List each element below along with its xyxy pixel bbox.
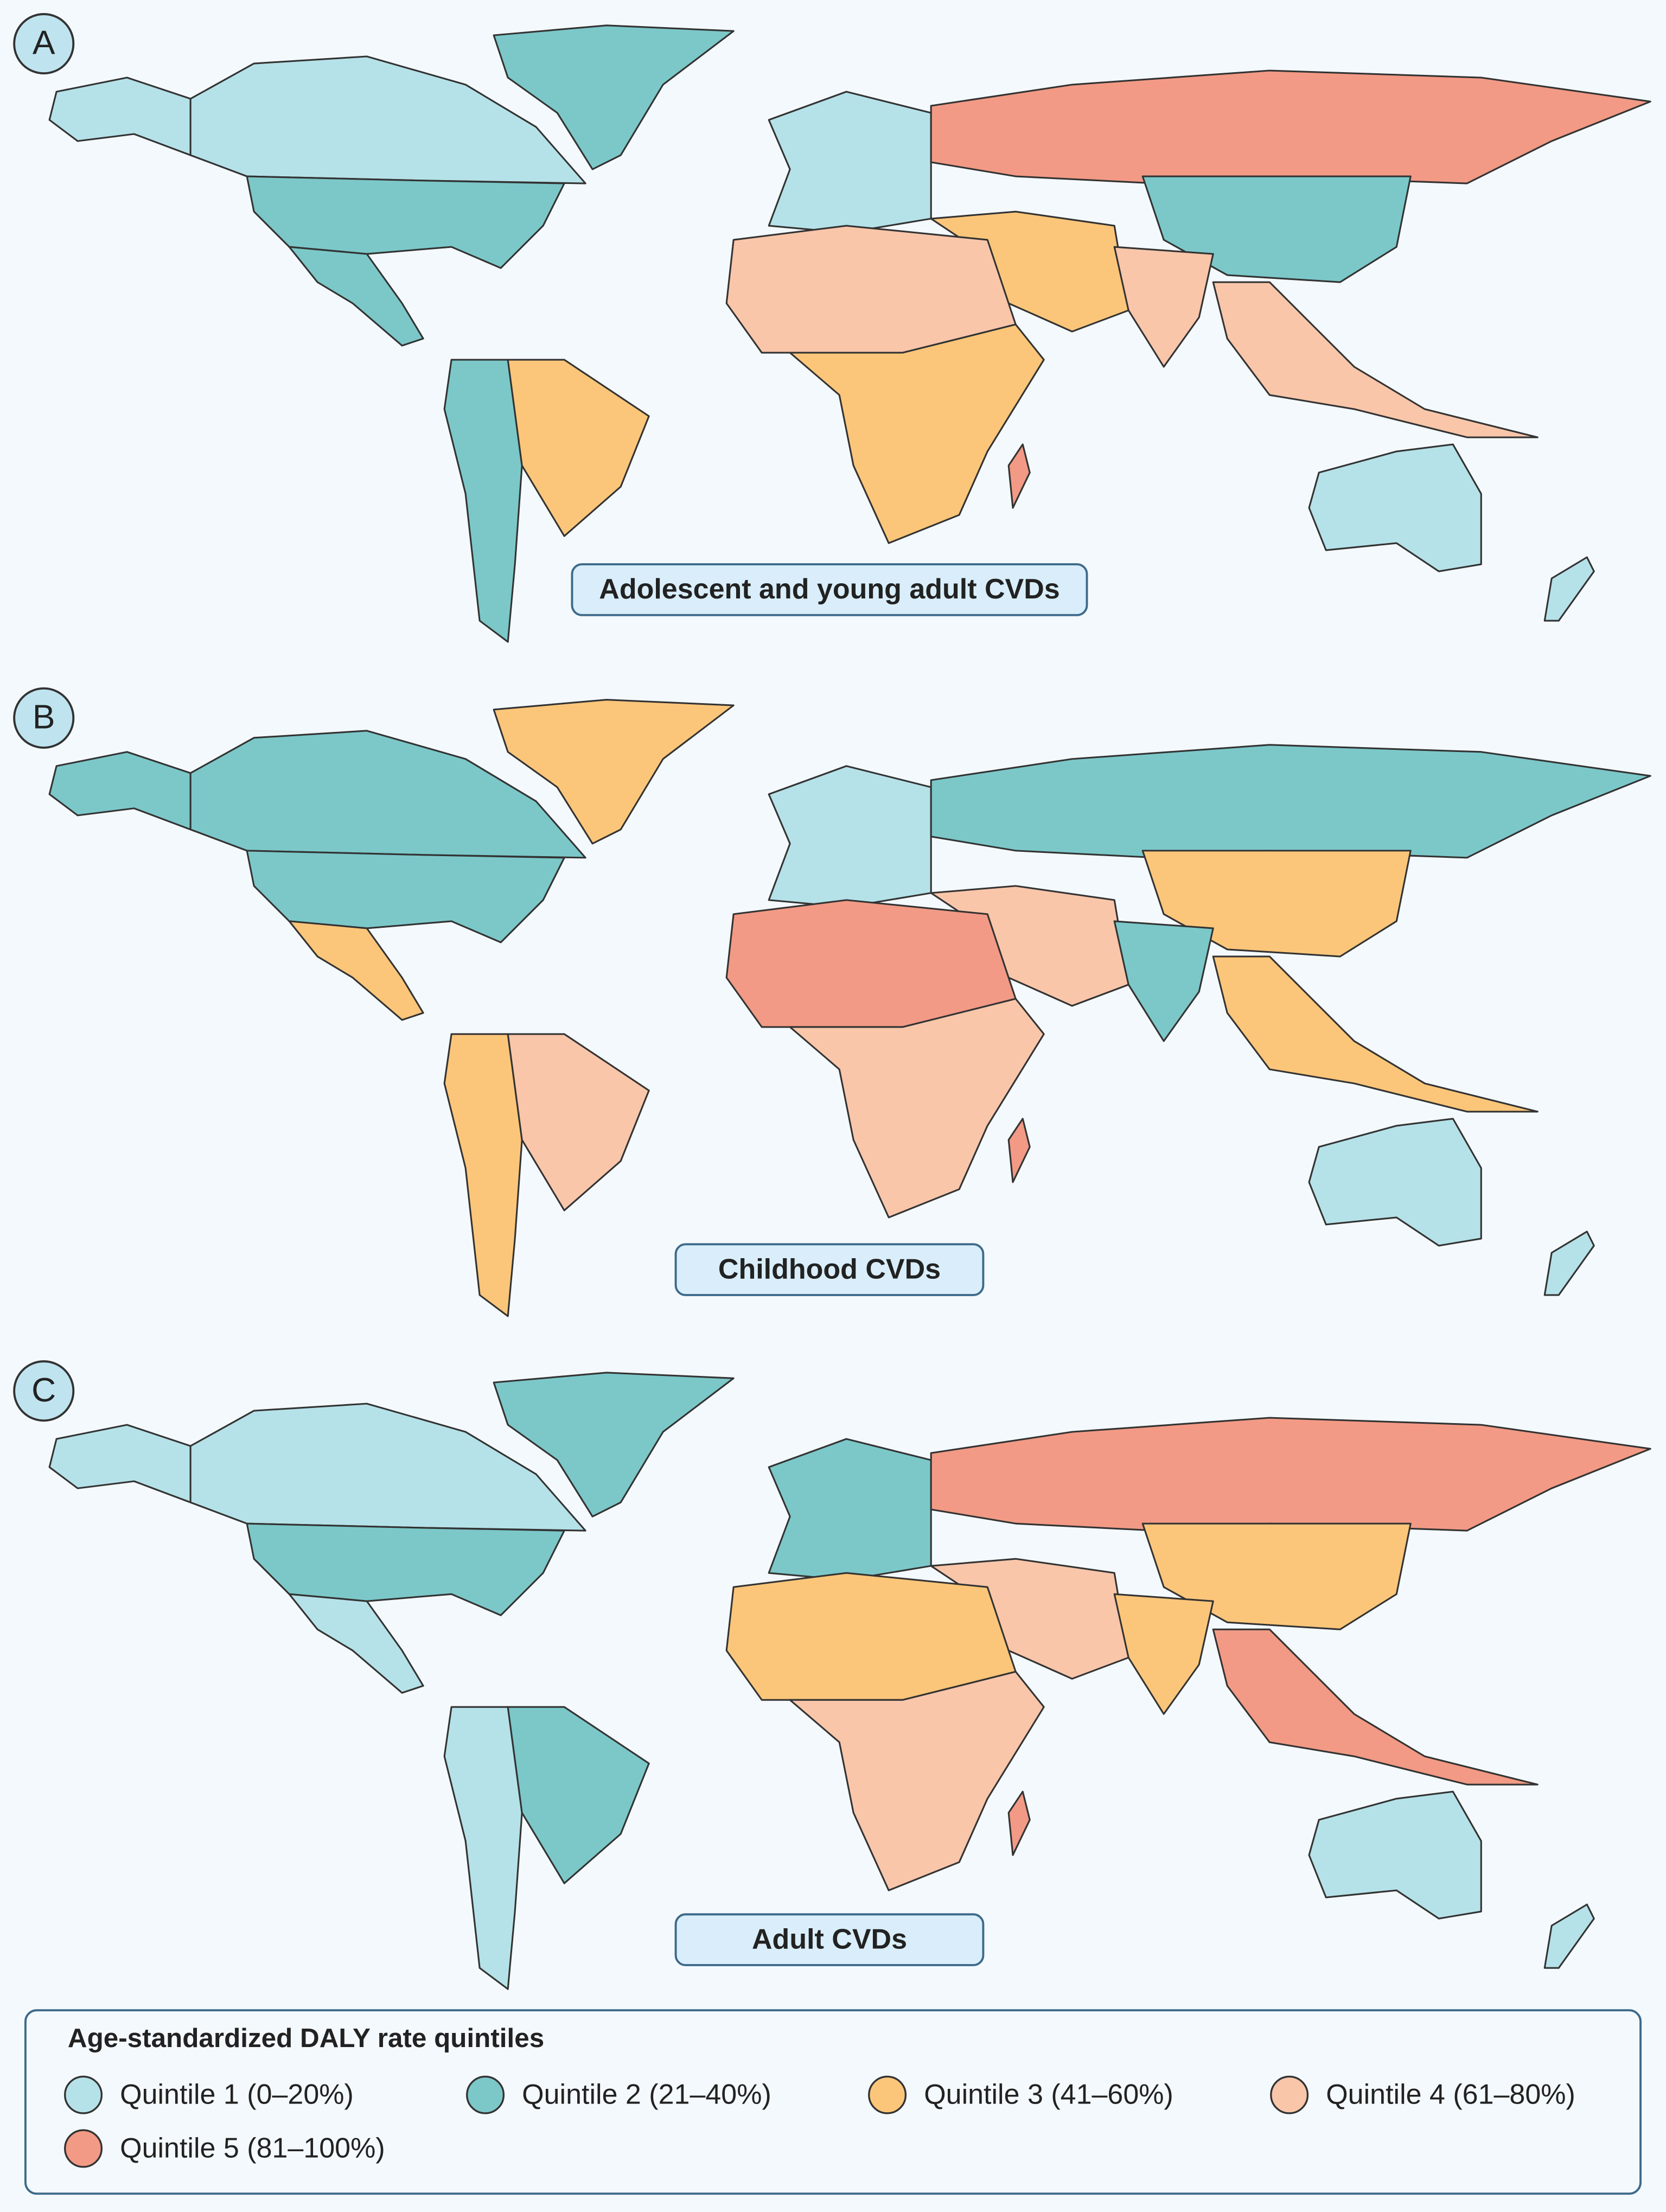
south-africa [789,1671,1045,1891]
russia [930,744,1651,859]
southeast-asia [1212,1628,1539,1786]
map-panel: A Adolescent and young adult CVDs [13,13,1651,643]
mexico [288,1593,424,1694]
canada [189,1403,586,1532]
australia [1308,443,1482,572]
panel-title: Adult CVDs [752,1924,907,1955]
north-africa [725,1572,1017,1701]
usa [246,850,565,944]
north-africa [725,899,1017,1028]
south-america-east [507,1033,650,1212]
panel-title: Adolescent and young adult CVDs [599,573,1059,605]
greenland [493,699,735,845]
alaska [48,77,192,156]
north-africa [725,225,1017,354]
madagascar [1007,1118,1031,1183]
alaska [48,1424,192,1503]
legend-box [24,2009,1642,2195]
southeast-asia [1212,281,1539,438]
panel-title-box [674,1243,985,1296]
legend-swatch [64,2075,103,2114]
south-america-east [507,359,650,537]
map-panel: B Childhood CVDs [13,687,1651,1317]
russia [930,1417,1651,1532]
panel-letter: C [31,1372,56,1409]
panel-letter: A [33,24,55,62]
panel-badge [13,1360,75,1422]
india [1113,246,1214,368]
europe [768,91,932,234]
australia [1308,1790,1482,1920]
legend-label: Quintile 5 (81–100%) [120,2132,385,2164]
legend-label: Quintile 2 (21–40%) [522,2079,771,2111]
panel-letter: B [33,699,55,736]
mexico [288,920,424,1021]
map-panel: C Adult CVDs [13,1360,1651,1990]
legend-title: Age-standardized DALY rate quintiles [68,2023,544,2053]
south-africa [789,998,1045,1219]
legend-label: Quintile 4 (61–80%) [1326,2079,1575,2111]
legend-label: Quintile 3 (41–60%) [924,2079,1173,2111]
legend-swatch [1270,2075,1309,2114]
legend-swatch [64,2129,103,2168]
canada [189,730,586,859]
panel-title-box [674,1913,985,1966]
new-zealand [1543,556,1595,622]
australia [1308,1118,1482,1247]
greenland [493,24,735,170]
legend-swatch [466,2075,505,2114]
legend-swatch [868,2075,907,2114]
russia [930,69,1651,184]
mexico [288,246,424,347]
south-africa [789,323,1045,544]
canada [189,55,586,184]
india [1113,1593,1214,1715]
legend-label: Quintile 1 (0–20%) [120,2079,354,2111]
madagascar [1007,1790,1031,1856]
new-zealand [1543,1903,1595,1969]
usa [246,175,565,269]
alaska [48,751,192,831]
panel-title: Childhood CVDs [718,1253,941,1285]
europe [768,765,932,908]
greenland [493,1372,735,1518]
madagascar [1007,443,1031,509]
new-zealand [1543,1231,1595,1296]
india [1113,920,1214,1042]
panel-badge [13,687,75,749]
southeast-asia [1212,955,1539,1113]
europe [768,1438,932,1581]
south-america-east [507,1706,650,1884]
panel-title-box [571,563,1088,616]
usa [246,1522,565,1616]
panel-badge [13,13,75,75]
